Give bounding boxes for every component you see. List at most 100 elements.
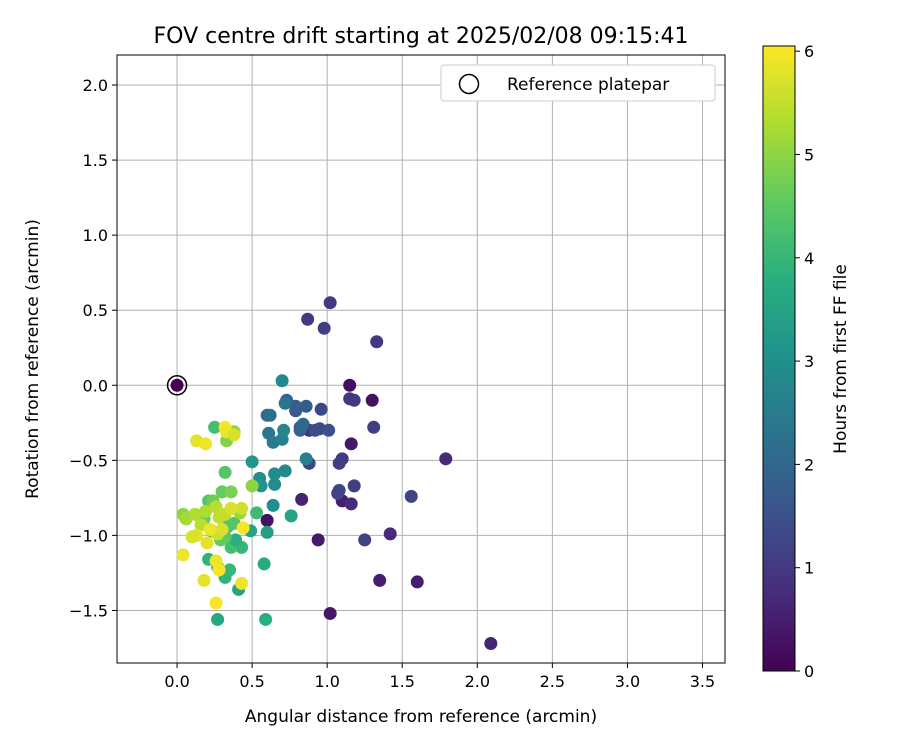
colorbar-label: Hours from first FF file bbox=[831, 264, 851, 454]
data-point bbox=[296, 417, 310, 431]
data-point bbox=[224, 501, 238, 515]
data-point bbox=[367, 420, 381, 434]
data-point bbox=[277, 423, 291, 437]
colorbar-tick-label: 1 bbox=[804, 559, 814, 578]
legend-label: Reference platepar bbox=[507, 75, 669, 95]
data-point bbox=[284, 509, 298, 523]
data-point bbox=[235, 576, 249, 590]
y-axis-ticks: −1.5 −1.0 −0.5 0.0 0.5 1.0 1.5 2.0 bbox=[69, 76, 117, 620]
data-point bbox=[344, 497, 358, 511]
x-tick-label: 1.5 bbox=[390, 672, 415, 691]
colorbar: 0 1 2 3 4 5 6 Hours from first FF file bbox=[762, 42, 851, 681]
x-tick-label: 1.0 bbox=[314, 672, 339, 691]
data-point bbox=[383, 527, 397, 541]
colorbar-tick-label: 2 bbox=[804, 455, 814, 474]
data-point bbox=[299, 452, 313, 466]
data-point bbox=[439, 452, 453, 466]
x-axis-label: Angular distance from reference (arcmin) bbox=[245, 707, 597, 727]
x-tick-label: 0.0 bbox=[164, 672, 189, 691]
data-point bbox=[299, 399, 313, 413]
data-points bbox=[176, 296, 498, 650]
data-point bbox=[229, 533, 243, 547]
data-point bbox=[227, 428, 241, 442]
data-point bbox=[347, 479, 361, 493]
data-point bbox=[199, 504, 213, 518]
data-point bbox=[311, 533, 325, 547]
data-point bbox=[322, 423, 336, 437]
data-point bbox=[208, 420, 222, 434]
data-point bbox=[260, 525, 274, 539]
x-tick-label: 2.5 bbox=[540, 672, 565, 691]
data-point bbox=[484, 636, 498, 650]
data-point bbox=[370, 335, 384, 349]
data-point bbox=[295, 492, 309, 506]
data-point bbox=[347, 393, 361, 407]
data-point bbox=[250, 506, 264, 520]
x-axis-ticks: 0.0 0.5 1.0 1.5 2.0 2.5 3.0 3.5 bbox=[164, 663, 715, 691]
y-tick-label: 2.0 bbox=[83, 76, 108, 95]
data-point bbox=[275, 374, 289, 388]
x-tick-label: 3.5 bbox=[690, 672, 715, 691]
data-point bbox=[263, 408, 277, 422]
data-point bbox=[223, 563, 237, 577]
reference-point-ring bbox=[166, 375, 188, 396]
data-point bbox=[410, 575, 424, 589]
plot-frame bbox=[116, 54, 726, 664]
data-point bbox=[245, 479, 259, 493]
y-tick-label: −0.5 bbox=[69, 451, 108, 470]
data-point bbox=[224, 485, 238, 499]
data-point bbox=[343, 378, 357, 392]
data-point bbox=[218, 465, 232, 479]
data-point bbox=[317, 321, 331, 335]
reference-marker bbox=[166, 375, 188, 396]
data-point bbox=[365, 393, 379, 407]
data-point bbox=[278, 464, 292, 478]
data-point bbox=[268, 477, 282, 491]
data-point bbox=[323, 606, 337, 620]
data-point bbox=[197, 573, 211, 587]
y-tick-label: 0.5 bbox=[83, 301, 108, 320]
data-point bbox=[259, 612, 273, 626]
colorbar-tick-label: 5 bbox=[804, 145, 814, 164]
y-tick-label: 1.0 bbox=[83, 226, 108, 245]
colorbar-ticks: 0 1 2 3 4 5 6 bbox=[795, 42, 814, 681]
grid-lines bbox=[117, 55, 725, 663]
y-tick-label: −1.0 bbox=[69, 526, 108, 545]
y-axis-label: Rotation from reference (arcmin) bbox=[23, 219, 43, 499]
data-point bbox=[188, 507, 202, 521]
data-point bbox=[332, 456, 346, 470]
legend-marker-icon bbox=[458, 73, 480, 95]
y-tick-label: −1.5 bbox=[69, 601, 108, 620]
data-point bbox=[278, 396, 292, 410]
reference-point-fill bbox=[170, 378, 184, 392]
x-tick-label: 2.0 bbox=[465, 672, 490, 691]
data-point bbox=[266, 498, 280, 512]
data-point bbox=[308, 423, 322, 437]
data-point bbox=[200, 536, 214, 550]
data-point bbox=[404, 489, 418, 503]
data-point bbox=[373, 573, 387, 587]
colorbar-tick-label: 3 bbox=[804, 352, 814, 371]
data-point bbox=[199, 437, 213, 451]
y-tick-label: 1.5 bbox=[83, 151, 108, 170]
data-point bbox=[257, 557, 271, 571]
data-point bbox=[254, 479, 268, 493]
data-point bbox=[323, 296, 337, 310]
data-point bbox=[176, 548, 190, 562]
legend: Reference platepar bbox=[440, 64, 716, 102]
colorbar-tick-label: 4 bbox=[804, 249, 814, 268]
data-point bbox=[236, 521, 250, 535]
x-tick-label: 3.0 bbox=[615, 672, 640, 691]
data-point bbox=[212, 563, 226, 577]
colorbar-gradient bbox=[762, 45, 796, 672]
data-point bbox=[260, 513, 274, 527]
data-point bbox=[314, 402, 328, 416]
data-point bbox=[235, 501, 249, 515]
legend-box bbox=[440, 64, 716, 102]
chart-title: FOV centre drift starting at 2025/02/08 … bbox=[154, 24, 689, 49]
data-point bbox=[203, 522, 217, 536]
data-point bbox=[215, 522, 229, 536]
data-point bbox=[211, 612, 225, 626]
data-point bbox=[215, 485, 229, 499]
